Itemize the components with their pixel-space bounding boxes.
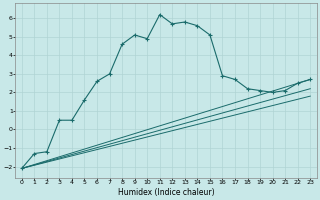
X-axis label: Humidex (Indice chaleur): Humidex (Indice chaleur) [118,188,214,197]
